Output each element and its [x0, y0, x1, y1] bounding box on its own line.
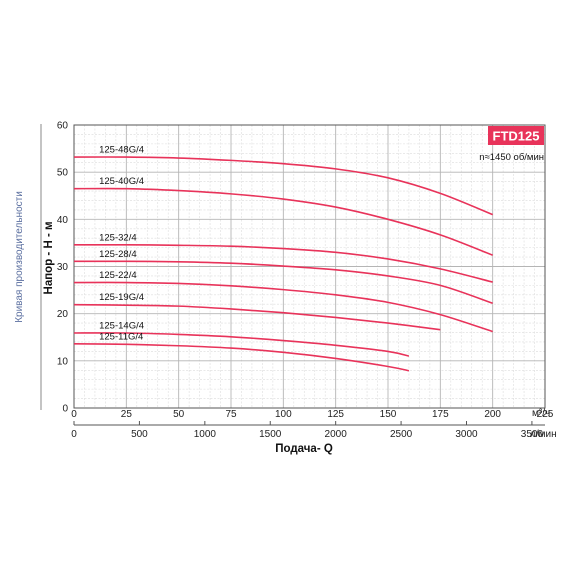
y-tick-label: 40 [57, 215, 69, 226]
x-tick-label-top: 200 [484, 409, 501, 420]
x-axis-title: Подача- Q [275, 443, 333, 455]
series-label: 125-14G/4 [99, 321, 144, 332]
x-tick-label-bottom: 2500 [390, 429, 413, 440]
model-badge-text: FTD125 [493, 129, 540, 144]
curve-125-40g-4 [73, 187, 493, 256]
y-tick-label: 60 [57, 121, 69, 132]
series-label: 125-22/4 [99, 270, 137, 281]
y-tick-label: 0 [62, 404, 68, 415]
curve-125-22-4 [73, 281, 493, 333]
curve-125-11g-4 [73, 343, 410, 372]
side-label: Кривая производительности [14, 191, 25, 323]
x-tick-label-bottom: 500 [131, 429, 148, 440]
x-tick-label-bottom: 1000 [194, 429, 217, 440]
x-tick-label-top: 125 [327, 409, 344, 420]
x-tick-label-top: 150 [380, 409, 397, 420]
y-tick-label: 50 [57, 168, 69, 179]
x-unit-bottom: л/мин [530, 429, 557, 440]
model-badge [488, 126, 544, 145]
x-tick-label-bottom: 0 [71, 429, 77, 440]
x-tick-label-top: 50 [173, 409, 185, 420]
tick-labels: 0 10 20 30 40 50 60 0 25 50 75 100 125 150 175 200 225 0 5… [57, 121, 554, 441]
grid [73, 124, 546, 409]
x-tick-label-top: 75 [225, 409, 237, 420]
x-tick-label-bottom: 2000 [325, 429, 348, 440]
series-label: 125-28/4 [99, 249, 137, 260]
series-label: 125-48G/4 [99, 145, 144, 156]
series-label: 125-40G/4 [99, 176, 144, 187]
x-tick-label-bottom: 3000 [455, 429, 478, 440]
axes [73, 124, 546, 426]
x-tick-label-bottom: 1500 [259, 429, 282, 440]
y-axis-title: Напор - Н - м [43, 222, 55, 295]
y-tick-label: 30 [57, 262, 69, 273]
curve-125-14g-4 [73, 332, 410, 357]
curve-125-48g-4 [73, 156, 493, 216]
x-tick-label-top: 0 [71, 409, 77, 420]
plot-frame [73, 124, 546, 409]
x-tick-label-top: 225 [537, 409, 554, 420]
series-label: 125-19G/4 [99, 292, 144, 303]
x-unit-top: м³/ч [532, 408, 550, 419]
x-tick-label-top: 175 [432, 409, 449, 420]
curve-125-32-4 [73, 243, 493, 283]
curve-125-28-4 [73, 260, 493, 305]
y-tick-label: 10 [57, 356, 69, 367]
series-labels: 125-48G/4 125-40G/4 125-32/4 125-28/4 125-22… [99, 145, 144, 343]
series-lines [73, 156, 493, 372]
x-tick-label-bottom: 3500 [521, 429, 544, 440]
series-label: 125-32/4 [99, 232, 137, 243]
speed-label: n≈1450 об/мин [479, 152, 544, 163]
curve-125-19g-4 [73, 303, 441, 331]
y-tick-label: 20 [57, 309, 69, 320]
series-label: 125-11G/4 [99, 331, 143, 342]
x-tick-label-top: 25 [121, 409, 133, 420]
x-tick-label-top: 100 [275, 409, 292, 420]
